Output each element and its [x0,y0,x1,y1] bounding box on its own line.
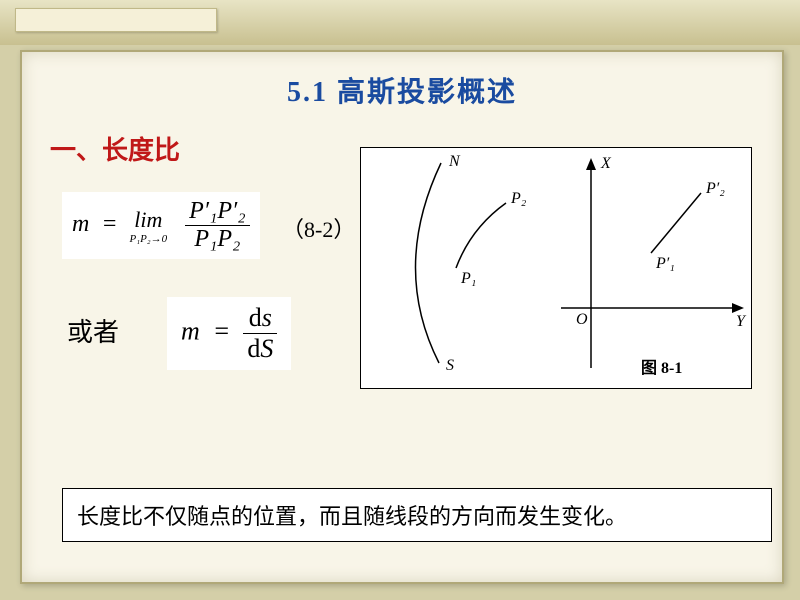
formula1-num: P′₁P′₂ [185,198,250,226]
figure-8-1: N S P₁ P₂ X Y O P′₁ P′₂ 图 8-1 [360,147,752,389]
footer-note: 长度比不仅随点的位置，而且随线段的方向而发生变化。 [62,488,772,542]
label-Y: Y [736,313,747,330]
formula-ds: m = ds dS [167,297,291,370]
label-P2: P₂ [510,190,527,207]
banner-placeholder [15,8,217,32]
formula2-den: dS [243,334,277,364]
formula-limit: m = lim P₁P₂→0 P′₁P′₂ P₁P₂ [62,192,260,259]
slide-frame: 5.1 高斯投影概述 一、长度比 m = lim P₁P₂→0 P′₁P′₂ P… [20,50,784,584]
figure-caption: 图 8-1 [641,359,682,377]
formula2-lhs: m [181,316,200,345]
equation-number: （8-2） [282,212,355,244]
label-X: X [600,155,612,172]
label-O: O [576,311,588,328]
label-P1: P₁ [460,270,476,287]
formula1-lhs: m [72,211,89,237]
top-banner [0,0,800,45]
limit-label: lim [130,207,168,233]
label-P2p: P′₂ [705,180,725,197]
label-P1p: P′₁ [655,255,675,272]
label-N: N [448,153,461,170]
label-S: S [446,357,454,374]
slide-title: 5.1 高斯投影概述 [22,70,782,110]
limit-sub: P₁P₂→0 [130,233,168,245]
formula2-num: ds [243,303,277,334]
formula1-den: P₁P₂ [185,226,250,253]
or-label: 或者 [67,312,119,349]
